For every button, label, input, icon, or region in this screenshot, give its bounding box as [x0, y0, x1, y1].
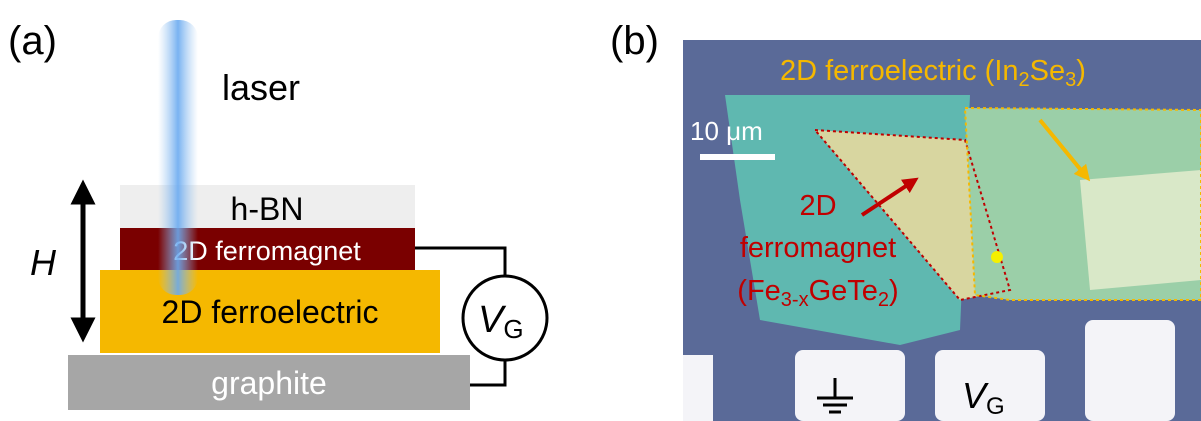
text-part: ) — [1076, 55, 1086, 87]
text-sub: 3-x — [781, 289, 809, 311]
text-part: GeTe — [809, 275, 878, 307]
ferroelectric-annotation: 2D ferroelectric (In2Se3) — [780, 55, 1086, 91]
text-sub: 3 — [1065, 69, 1076, 91]
gate-v: V — [962, 375, 989, 416]
ferromagnet-label: 2D ferromagnet — [173, 236, 361, 266]
text-sub: 2 — [878, 289, 889, 311]
panel-label: (a) — [8, 19, 57, 63]
electrode — [1085, 320, 1175, 421]
ferroelectric-thick — [1080, 170, 1201, 290]
height-label: H — [30, 242, 57, 283]
text-part: (Fe — [737, 275, 781, 307]
graphite-label: graphite — [211, 365, 327, 401]
scale-label: 10 μm — [690, 116, 763, 146]
figure: (a) graphite 2D ferroelectric 2D ferroma… — [0, 0, 1201, 421]
laser-spot — [991, 251, 1003, 263]
text-part: ) — [889, 275, 899, 307]
hbn-label: h-BN — [231, 191, 304, 227]
ferromagnet-annotation: ferromagnet — [740, 232, 896, 264]
ferromagnet-annotation: (Fe3-xGeTe2) — [737, 275, 898, 311]
electrode — [795, 350, 905, 421]
laser-label: laser — [222, 67, 300, 108]
text-sub: 2 — [1019, 69, 1030, 91]
gate-sub: G — [503, 314, 523, 344]
ferromagnet-annotation: 2D — [799, 190, 836, 222]
ferroelectric-label: 2D ferroelectric — [162, 294, 379, 330]
text-part: Se — [1030, 55, 1065, 87]
laser-beam — [158, 20, 198, 295]
page: (a) graphite 2D ferroelectric 2D ferroma… — [0, 0, 1201, 421]
electrode — [683, 355, 713, 421]
text-part: 2D ferroelectric (In — [780, 55, 1019, 87]
panel-label: (b) — [610, 19, 659, 63]
gate-sub: G — [986, 393, 1005, 420]
